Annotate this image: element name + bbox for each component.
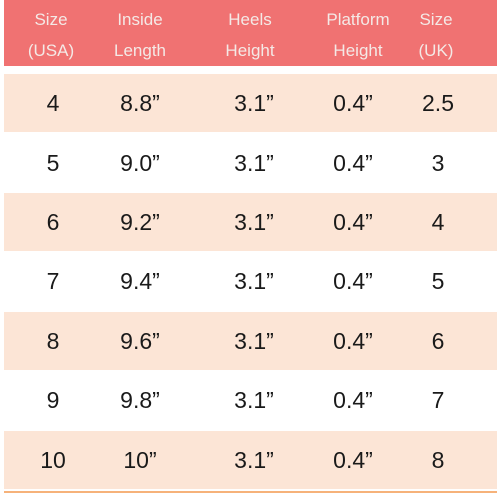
- header-line-2: (UK): [418, 41, 454, 60]
- table-cell: 0.4”: [333, 328, 373, 354]
- table-cell: 10”: [123, 447, 157, 473]
- table-cell: 3.1”: [234, 90, 274, 116]
- table-row: 5 9.0” 3.1” 0.4” 3: [4, 134, 497, 192]
- header-cell: Size (UK): [419, 0, 454, 66]
- table-cell: 0.4”: [333, 387, 373, 413]
- header-line-1: Size: [419, 10, 453, 29]
- table-cell: 3.1”: [234, 150, 274, 176]
- table-cell: 3.1”: [234, 387, 274, 413]
- table-cell: 9: [46, 387, 60, 413]
- table-cell: 0.4”: [333, 209, 373, 235]
- header-line-1: Heels: [228, 10, 272, 29]
- header-cell: Size (USA): [28, 0, 74, 66]
- table-cell: 8: [46, 328, 60, 354]
- table-cell: 2.5: [422, 90, 454, 116]
- table-cell: 3: [431, 150, 445, 176]
- table-cell: 0.4”: [333, 268, 373, 294]
- table-cell: 8: [431, 447, 445, 473]
- table-row: 10 10” 3.1” 0.4” 8: [4, 431, 497, 489]
- header-line-1: Size: [34, 10, 68, 29]
- header-cell: Platform Height: [326, 0, 389, 66]
- table-cell: 9.6”: [120, 328, 160, 354]
- table-cell: 0.4”: [333, 447, 373, 473]
- table-cell: 6: [431, 328, 445, 354]
- header-cell: Inside Length: [114, 0, 166, 66]
- table-cell: 4: [431, 209, 445, 235]
- header-line-2: (USA): [27, 41, 75, 60]
- table-cell: 3.1”: [234, 328, 274, 354]
- table-row: 4 8.8” 3.1” 0.4” 2.5: [4, 74, 497, 132]
- header-line-2: Length: [114, 41, 166, 60]
- table-row: 6 9.2” 3.1” 0.4” 4: [4, 193, 497, 251]
- table-cell: 6: [46, 209, 60, 235]
- table-cell: 5: [46, 150, 60, 176]
- table-cell: 10: [40, 447, 66, 473]
- table-cell: 3.1”: [234, 209, 274, 235]
- table-cell: 7: [431, 387, 445, 413]
- table-cell: 3.1”: [234, 268, 274, 294]
- table-cell: 9.4”: [120, 268, 160, 294]
- header-line-2: Height: [225, 41, 275, 60]
- header-cell: Heels Height: [225, 0, 274, 66]
- header-line-1: Inside: [117, 10, 163, 29]
- table-cell: 5: [431, 268, 445, 294]
- table-row: 9 9.8” 3.1” 0.4” 7: [4, 371, 497, 429]
- table-header: Size (USA) Inside Length Heels Height Pl…: [4, 0, 497, 66]
- table-cell: 7: [46, 268, 60, 294]
- table-cell: 9.0”: [120, 150, 160, 176]
- table-row: 7 9.4” 3.1” 0.4” 5: [4, 252, 497, 310]
- table-cell: 9.8”: [120, 387, 160, 413]
- header-line-2: Height: [333, 41, 383, 60]
- table-row: 8 9.6” 3.1” 0.4” 6: [4, 312, 497, 370]
- table-cell: 0.4”: [333, 90, 373, 116]
- table-cell: 4: [46, 90, 60, 116]
- table-cell: 9.2”: [120, 209, 160, 235]
- table-cell: 8.8”: [120, 90, 160, 116]
- table-cell: 0.4”: [333, 150, 373, 176]
- table-cell: 3.1”: [234, 447, 274, 473]
- bottom-rule: [4, 491, 497, 493]
- header-line-1: Platform: [326, 10, 390, 29]
